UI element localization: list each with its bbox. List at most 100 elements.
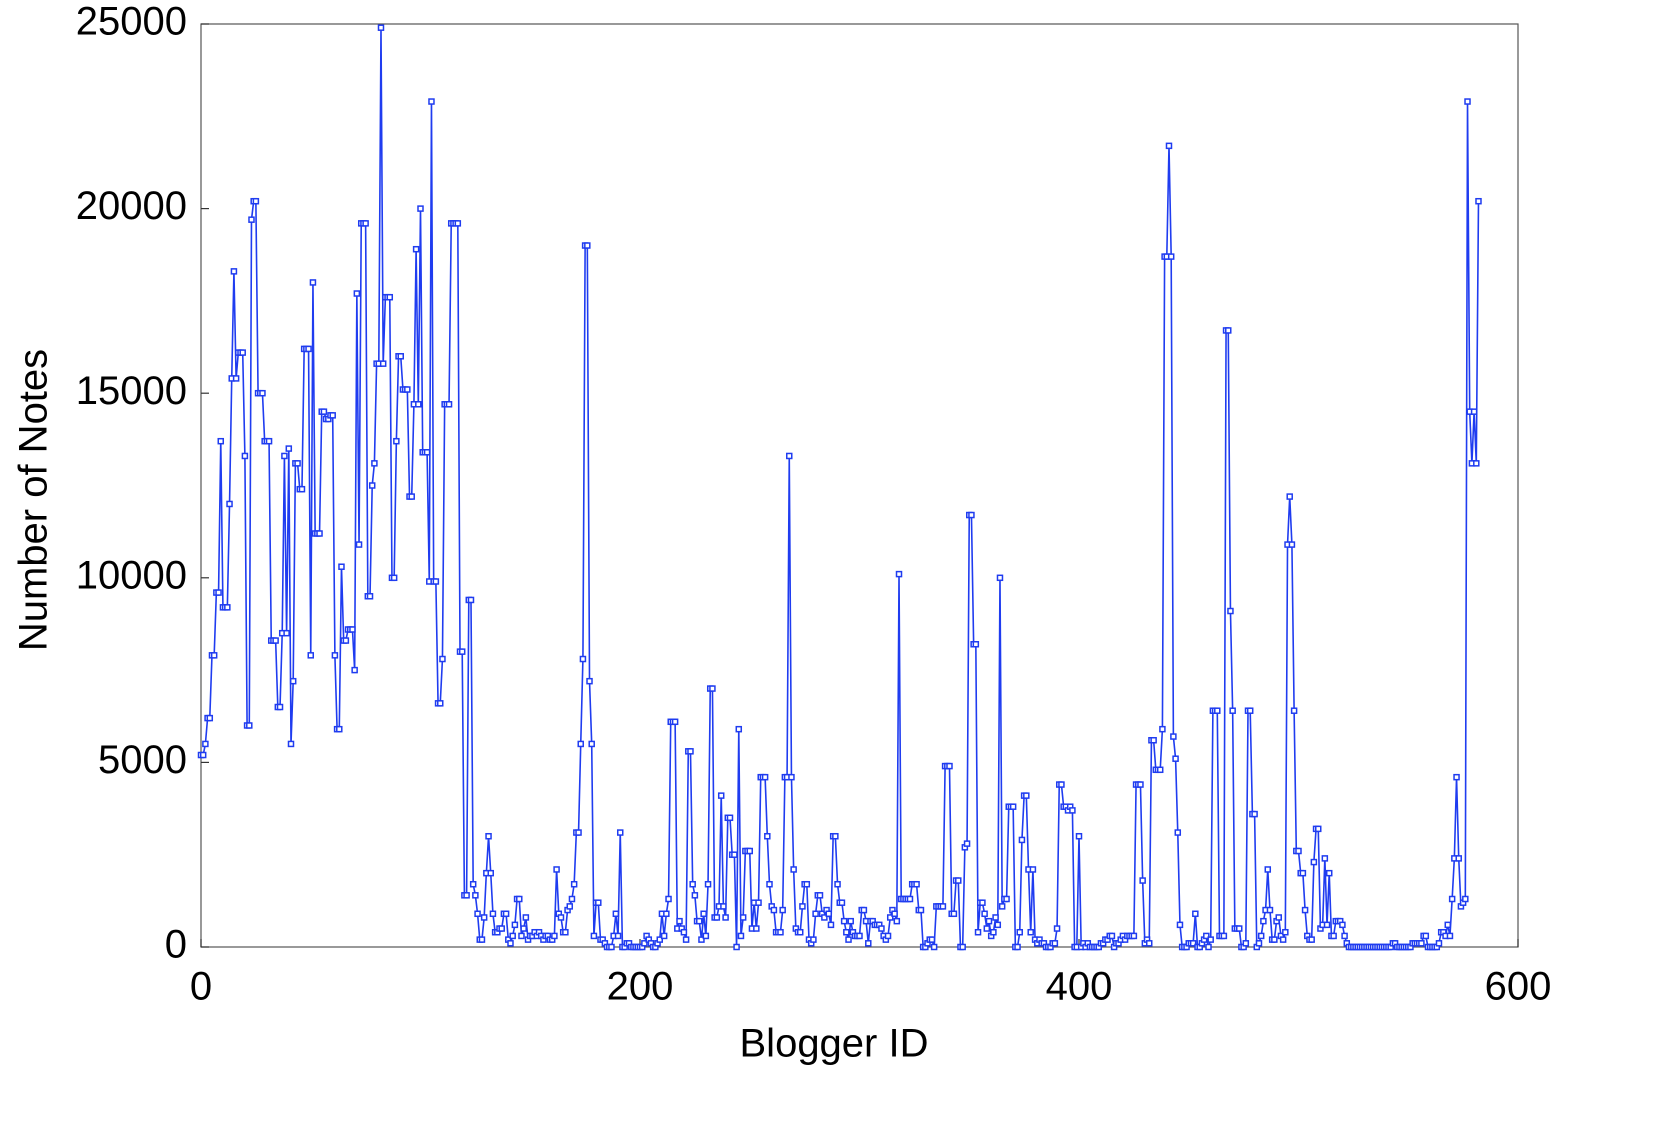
data-point (676, 917, 683, 925)
data-point (1282, 928, 1289, 936)
data-point (294, 460, 301, 467)
data-point (320, 408, 328, 415)
data-point (612, 910, 620, 918)
data-point (1299, 869, 1307, 877)
y-tick-label: 0 (165, 923, 187, 967)
data-point (1453, 773, 1460, 781)
data-point (821, 914, 828, 921)
data-point (502, 910, 510, 918)
data-point (731, 851, 738, 858)
data-point (1464, 98, 1471, 105)
data-point (1264, 866, 1272, 873)
data-point (827, 921, 835, 929)
data-point (386, 293, 394, 301)
data-point (226, 500, 233, 508)
data-point (353, 290, 361, 297)
data-point (281, 452, 288, 460)
data-point (608, 943, 615, 951)
data-point (454, 220, 462, 227)
data-point (950, 910, 958, 918)
data-point (432, 578, 440, 585)
data-point (1058, 781, 1065, 788)
data-point (570, 880, 578, 888)
data-point (1229, 707, 1236, 714)
data-point (331, 652, 339, 659)
data-point (1170, 733, 1177, 740)
x-axis-label: Blogger ID (740, 1022, 929, 1066)
data-point (895, 570, 903, 578)
data-point (417, 205, 424, 212)
data-point (437, 700, 444, 707)
data-point (928, 936, 936, 943)
data-point (404, 386, 411, 393)
data-point (1009, 803, 1017, 810)
data-point (702, 932, 710, 940)
data-point (511, 921, 519, 929)
data-point (972, 641, 980, 648)
data-point (1470, 408, 1478, 415)
data-point (614, 932, 622, 940)
data-point (210, 652, 218, 659)
data-point (489, 910, 497, 918)
data-point (955, 877, 962, 884)
data-point (575, 829, 582, 836)
data-point (687, 748, 694, 755)
data-point (248, 216, 255, 223)
data-point (584, 242, 591, 249)
data-point (215, 589, 222, 596)
data-point (1321, 855, 1329, 862)
data-point (412, 245, 420, 253)
data-point (557, 914, 565, 921)
data-point (990, 928, 997, 936)
data-point (860, 906, 868, 914)
data-point (590, 932, 598, 940)
data-point (1014, 943, 1021, 951)
data-point (682, 936, 690, 943)
data-point (825, 910, 833, 918)
data-point (1444, 921, 1452, 929)
data-point (616, 829, 624, 836)
data-point (1016, 928, 1023, 936)
data-point (845, 936, 852, 943)
data-point (799, 903, 806, 910)
data-point (840, 917, 848, 925)
data-point (698, 936, 705, 943)
data-point (1225, 327, 1232, 334)
data-point (665, 895, 672, 903)
data-point (474, 910, 481, 918)
data-point (329, 412, 336, 419)
data-point (700, 910, 707, 918)
data-point (1301, 906, 1309, 914)
data-point (371, 460, 378, 467)
data-point (298, 485, 306, 493)
y-axis-label: Number of Notes (12, 349, 56, 651)
data-point (1137, 781, 1144, 788)
data-point (755, 899, 762, 906)
data-point (232, 375, 240, 382)
data-point (283, 629, 290, 637)
data-point (469, 880, 477, 888)
data-point (202, 740, 209, 748)
y-tick-label: 20000 (76, 184, 187, 228)
x-tick-label: 200 (607, 965, 674, 1009)
data-point (362, 220, 369, 227)
data-point (746, 847, 753, 855)
data-point (886, 914, 894, 921)
data-point (289, 677, 297, 685)
data-point (1295, 847, 1302, 855)
data-point (1462, 895, 1469, 903)
data-point (913, 880, 920, 888)
data-point (1257, 932, 1265, 940)
data-point (309, 279, 317, 286)
data-point (1422, 932, 1430, 940)
data-point (660, 932, 668, 940)
data-point (1325, 869, 1333, 877)
data-point (366, 593, 374, 600)
data-point (735, 725, 743, 733)
data-point (786, 452, 793, 460)
data-point (917, 906, 925, 914)
data-point (1172, 755, 1179, 762)
data-point (518, 932, 525, 940)
data-point (336, 725, 343, 733)
data-point (777, 928, 784, 936)
